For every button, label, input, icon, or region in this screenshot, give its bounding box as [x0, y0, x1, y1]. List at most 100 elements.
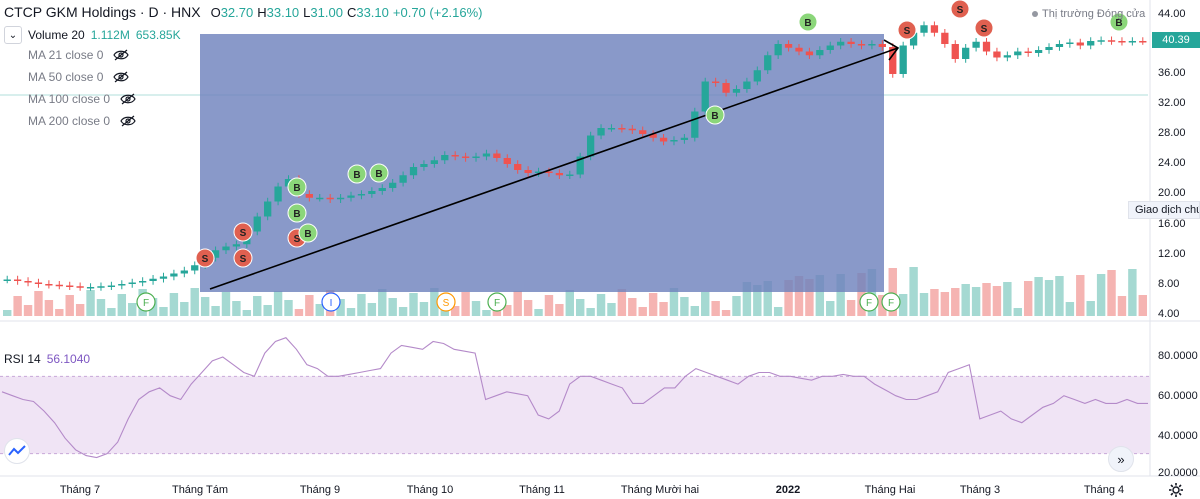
ma-200-legend[interactable]: MA 200 close 0 [28, 114, 136, 128]
signal-label: B [353, 170, 360, 181]
candle-body [1055, 44, 1064, 47]
candle-body [409, 167, 418, 176]
volume-bar [471, 301, 481, 316]
price-tick: 4.00 [1158, 308, 1180, 320]
candle-body [586, 135, 595, 157]
signal-label: B [711, 111, 718, 122]
volume-bar [690, 306, 700, 316]
candle-body [472, 156, 480, 158]
candle-body [336, 197, 345, 200]
volume-bar [846, 300, 856, 316]
candle-body [1087, 41, 1095, 46]
candle-body [711, 81, 720, 83]
tradingview-logo-icon[interactable] [4, 438, 30, 464]
signal-marker [347, 164, 367, 184]
volume-bar [721, 310, 731, 316]
volume-bar [565, 290, 574, 316]
volume-bar [607, 303, 616, 316]
eye-crossed-icon[interactable] [120, 93, 136, 105]
ma-100-legend[interactable]: MA 100 close 0 [28, 92, 136, 106]
candle-body [107, 285, 116, 287]
candle-body [732, 89, 741, 93]
volume-bar [1034, 277, 1043, 316]
volume-bar [1117, 296, 1127, 316]
candle-body [97, 286, 105, 288]
candle-body [628, 128, 636, 131]
signal-label: B [304, 229, 311, 240]
symbol-title[interactable]: CTCP GKM Holdings · D · HNX [4, 4, 201, 20]
candle-body [930, 25, 939, 33]
low-key: L [303, 5, 311, 20]
ma-50-label: MA 50 close 0 [28, 70, 104, 84]
candle-body [211, 250, 220, 258]
candle-body [920, 25, 928, 33]
candle-body [1118, 41, 1126, 43]
price-tick: 12.00 [1158, 248, 1186, 260]
candle-body [1076, 42, 1084, 46]
candle-body [34, 282, 43, 284]
volume-bar [419, 302, 429, 316]
rsi-tick: 60.0000 [1158, 390, 1198, 402]
volume-bar [211, 306, 220, 316]
signal-marker [798, 12, 818, 32]
chevron-down-icon[interactable]: ⌄ [4, 26, 22, 44]
candle-body [1045, 47, 1053, 50]
candle-body [972, 41, 980, 48]
volume-bar [971, 287, 981, 316]
candle-body [378, 188, 386, 191]
rsi-tick: 20.0000 [1158, 467, 1198, 479]
candle-body [149, 278, 157, 281]
gear-icon[interactable] [1168, 482, 1184, 498]
candle-body [170, 273, 178, 277]
ma-21-legend[interactable]: MA 21 close 0 [28, 48, 130, 62]
high-value: 33.10 [266, 5, 300, 20]
volume-bar [117, 294, 127, 316]
signal-label: B [804, 18, 811, 29]
candle-body [399, 175, 407, 183]
candle-body [1107, 40, 1116, 42]
volume-legend[interactable]: ⌄ Volume 20 1.112M 653.85K [4, 26, 187, 44]
volume-bar [836, 274, 845, 316]
candle-body [701, 81, 709, 112]
candle-body [347, 195, 355, 198]
scroll-to-realtime-button[interactable]: » [1108, 446, 1134, 472]
volume-bar [461, 292, 470, 316]
event-marker [321, 292, 341, 312]
volume-bar [638, 307, 647, 316]
ma-50-legend[interactable]: MA 50 close 0 [28, 70, 130, 84]
volume-bar [253, 296, 262, 316]
event-marker [436, 292, 456, 312]
time-label: Tháng Tám [171, 484, 229, 496]
candle-body [1097, 40, 1105, 42]
candle-body [524, 170, 532, 173]
candle-body [774, 44, 782, 56]
candle-body [1139, 41, 1147, 43]
volume-value-1: 1.112M [90, 28, 130, 42]
candle-body [607, 128, 616, 130]
ma-200-label: MA 200 close 0 [28, 114, 111, 128]
eye-crossed-icon[interactable] [113, 71, 130, 83]
signal-marker [287, 177, 307, 197]
status-dot-icon [1032, 11, 1038, 18]
candle-body [1034, 50, 1043, 53]
signal-label: S [240, 228, 247, 239]
candle-body [316, 197, 324, 200]
volume-bar [961, 284, 970, 316]
candle-body [722, 83, 730, 93]
rsi-legend[interactable]: RSI 14 56.1040 [4, 352, 90, 366]
volume-bar [388, 298, 397, 316]
event-label: I [330, 298, 333, 309]
rsi-tick: 40.0000 [1158, 430, 1198, 442]
volume-bar [294, 309, 304, 316]
time-label: Tháng 10 [406, 484, 454, 496]
volume-bar [1055, 276, 1064, 316]
volume-bar [315, 304, 324, 316]
event-marker [487, 292, 507, 312]
eye-crossed-icon[interactable] [120, 115, 136, 127]
eye-crossed-icon[interactable] [113, 49, 130, 61]
volume-bar [336, 299, 345, 316]
signal-label: B [375, 169, 382, 180]
volume-bar [805, 279, 814, 316]
